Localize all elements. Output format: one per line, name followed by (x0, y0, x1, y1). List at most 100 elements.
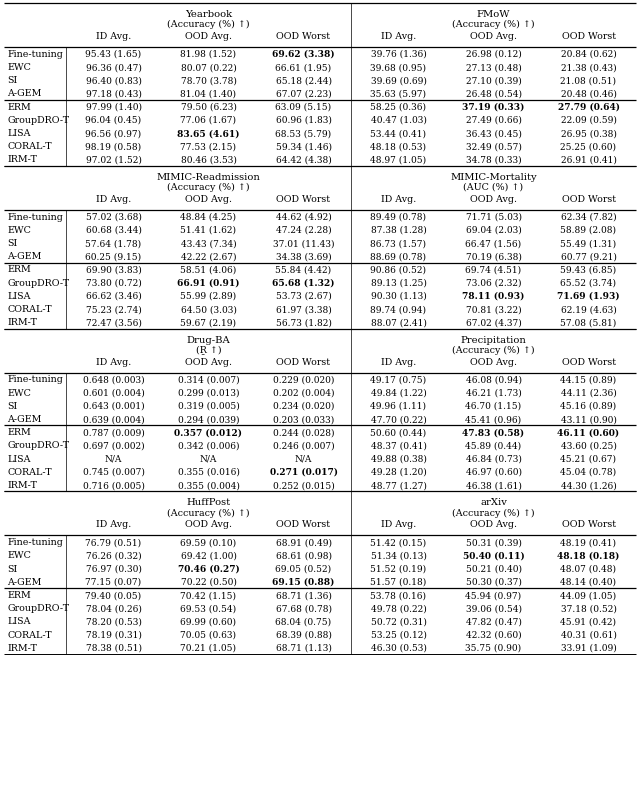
Text: 60.77 (9.21): 60.77 (9.21) (561, 252, 616, 262)
Text: (Ṟ ↑): (Ṟ ↑) (196, 345, 221, 354)
Text: 70.19 (6.38): 70.19 (6.38) (465, 252, 522, 262)
Text: IRM-T: IRM-T (7, 318, 37, 328)
Text: 79.40 (0.05): 79.40 (0.05) (85, 591, 141, 600)
Text: ID Avg.: ID Avg. (96, 357, 131, 366)
Text: 48.19 (0.41): 48.19 (0.41) (561, 539, 616, 547)
Text: 46.38 (1.61): 46.38 (1.61) (465, 481, 522, 490)
Text: 46.70 (1.15): 46.70 (1.15) (465, 402, 522, 411)
Text: 50.72 (0.31): 50.72 (0.31) (371, 617, 426, 626)
Text: 69.05 (0.52): 69.05 (0.52) (275, 564, 332, 574)
Text: 20.84 (0.62): 20.84 (0.62) (561, 50, 616, 59)
Text: 44.09 (1.05): 44.09 (1.05) (561, 591, 616, 600)
Text: 49.84 (1.22): 49.84 (1.22) (371, 389, 426, 398)
Text: 89.49 (0.78): 89.49 (0.78) (371, 213, 426, 221)
Text: OOD Avg.: OOD Avg. (470, 32, 517, 41)
Text: 61.97 (3.38): 61.97 (3.38) (276, 305, 332, 314)
Text: 44.11 (2.36): 44.11 (2.36) (561, 389, 616, 398)
Text: 50.40 (0.11): 50.40 (0.11) (463, 551, 524, 560)
Text: OOD Worst: OOD Worst (276, 357, 330, 366)
Text: (Accuracy (%) ↑): (Accuracy (%) ↑) (167, 20, 250, 29)
Text: (Accuracy (%) ↑): (Accuracy (%) ↑) (452, 509, 535, 518)
Text: A-GEM: A-GEM (7, 252, 42, 262)
Text: 27.49 (0.66): 27.49 (0.66) (465, 116, 522, 125)
Text: 60.25 (9.15): 60.25 (9.15) (85, 252, 141, 262)
Text: IRM-T: IRM-T (7, 155, 37, 164)
Text: 0.697 (0.002): 0.697 (0.002) (83, 441, 144, 451)
Text: ERM: ERM (7, 103, 31, 112)
Text: 68.61 (0.98): 68.61 (0.98) (275, 551, 332, 560)
Text: 90.30 (1.13): 90.30 (1.13) (371, 292, 426, 301)
Text: 67.02 (4.37): 67.02 (4.37) (466, 318, 522, 328)
Text: Fine-tuning: Fine-tuning (7, 539, 63, 547)
Text: 0.319 (0.005): 0.319 (0.005) (178, 402, 239, 411)
Text: 40.31 (0.61): 40.31 (0.61) (561, 630, 616, 640)
Text: OOD Worst: OOD Worst (276, 195, 330, 204)
Text: 51.52 (0.19): 51.52 (0.19) (371, 564, 427, 574)
Text: 0.203 (0.033): 0.203 (0.033) (273, 415, 334, 424)
Text: 55.99 (2.89): 55.99 (2.89) (180, 292, 237, 301)
Text: SI: SI (7, 239, 17, 248)
Text: 59.43 (6.85): 59.43 (6.85) (561, 266, 616, 275)
Text: 67.68 (0.78): 67.68 (0.78) (275, 605, 332, 613)
Text: 47.83 (0.58): 47.83 (0.58) (463, 428, 525, 437)
Text: 0.229 (0.020): 0.229 (0.020) (273, 375, 334, 385)
Text: 66.91 (0.91): 66.91 (0.91) (177, 279, 240, 287)
Text: 0.234 (0.020): 0.234 (0.020) (273, 402, 334, 411)
Text: 0.787 (0.009): 0.787 (0.009) (83, 428, 145, 437)
Text: 26.91 (0.41): 26.91 (0.41) (561, 155, 616, 164)
Text: SI: SI (7, 76, 17, 85)
Text: LISA: LISA (7, 129, 31, 138)
Text: 32.49 (0.57): 32.49 (0.57) (465, 142, 522, 151)
Text: 60.68 (3.44): 60.68 (3.44) (86, 226, 141, 235)
Text: 0.244 (0.028): 0.244 (0.028) (273, 428, 334, 437)
Text: 45.89 (0.44): 45.89 (0.44) (465, 441, 522, 451)
Text: 44.62 (4.92): 44.62 (4.92) (276, 213, 332, 221)
Text: HuffPost: HuffPost (186, 498, 230, 507)
Text: 66.62 (3.46): 66.62 (3.46) (86, 292, 141, 301)
Text: GroupDRO-T: GroupDRO-T (7, 279, 69, 287)
Text: 58.89 (2.08): 58.89 (2.08) (561, 226, 616, 235)
Text: 0.639 (0.004): 0.639 (0.004) (83, 415, 144, 424)
Text: 69.42 (1.00): 69.42 (1.00) (180, 551, 236, 560)
Text: 83.65 (4.61): 83.65 (4.61) (177, 129, 240, 138)
Text: 70.42 (1.15): 70.42 (1.15) (180, 591, 237, 600)
Text: 0.355 (0.004): 0.355 (0.004) (177, 481, 239, 490)
Text: 47.82 (0.47): 47.82 (0.47) (465, 617, 522, 626)
Text: OOD Avg.: OOD Avg. (470, 520, 517, 530)
Text: 66.47 (1.56): 66.47 (1.56) (465, 239, 522, 248)
Text: 27.13 (0.48): 27.13 (0.48) (466, 63, 522, 72)
Text: 45.94 (0.97): 45.94 (0.97) (465, 591, 522, 600)
Text: 70.05 (0.63): 70.05 (0.63) (180, 630, 237, 640)
Text: 77.15 (0.07): 77.15 (0.07) (85, 578, 141, 587)
Text: SI: SI (7, 402, 17, 411)
Text: 0.643 (0.001): 0.643 (0.001) (83, 402, 144, 411)
Text: 49.88 (0.38): 49.88 (0.38) (371, 455, 426, 464)
Text: 60.96 (1.83): 60.96 (1.83) (276, 116, 332, 125)
Text: A-GEM: A-GEM (7, 578, 42, 587)
Text: 64.42 (4.38): 64.42 (4.38) (276, 155, 332, 164)
Text: 76.26 (0.32): 76.26 (0.32) (86, 551, 141, 560)
Text: 81.98 (1.52): 81.98 (1.52) (180, 50, 237, 59)
Text: 80.07 (0.22): 80.07 (0.22) (180, 63, 236, 72)
Text: 22.09 (0.59): 22.09 (0.59) (561, 116, 616, 125)
Text: 45.16 (0.89): 45.16 (0.89) (561, 402, 616, 411)
Text: 68.53 (5.79): 68.53 (5.79) (275, 129, 332, 138)
Text: 49.28 (1.20): 49.28 (1.20) (371, 468, 426, 477)
Text: 44.15 (0.89): 44.15 (0.89) (561, 375, 616, 385)
Text: 78.04 (0.26): 78.04 (0.26) (86, 605, 141, 613)
Text: CORAL-T: CORAL-T (7, 630, 52, 640)
Text: 26.48 (0.54): 26.48 (0.54) (465, 89, 522, 98)
Text: 53.44 (0.41): 53.44 (0.41) (371, 129, 426, 138)
Text: 35.75 (0.90): 35.75 (0.90) (465, 644, 522, 653)
Text: 66.61 (1.95): 66.61 (1.95) (275, 63, 332, 72)
Text: 21.38 (0.43): 21.38 (0.43) (561, 63, 616, 72)
Text: Fine-tuning: Fine-tuning (7, 213, 63, 221)
Text: 56.73 (1.82): 56.73 (1.82) (276, 318, 332, 328)
Text: ID Avg.: ID Avg. (381, 195, 416, 204)
Text: N/A: N/A (200, 455, 217, 464)
Text: 49.96 (1.11): 49.96 (1.11) (371, 402, 426, 411)
Text: 25.25 (0.60): 25.25 (0.60) (561, 142, 616, 151)
Text: SI: SI (7, 564, 17, 574)
Text: 81.04 (1.40): 81.04 (1.40) (180, 89, 237, 98)
Text: ID Avg.: ID Avg. (381, 32, 416, 41)
